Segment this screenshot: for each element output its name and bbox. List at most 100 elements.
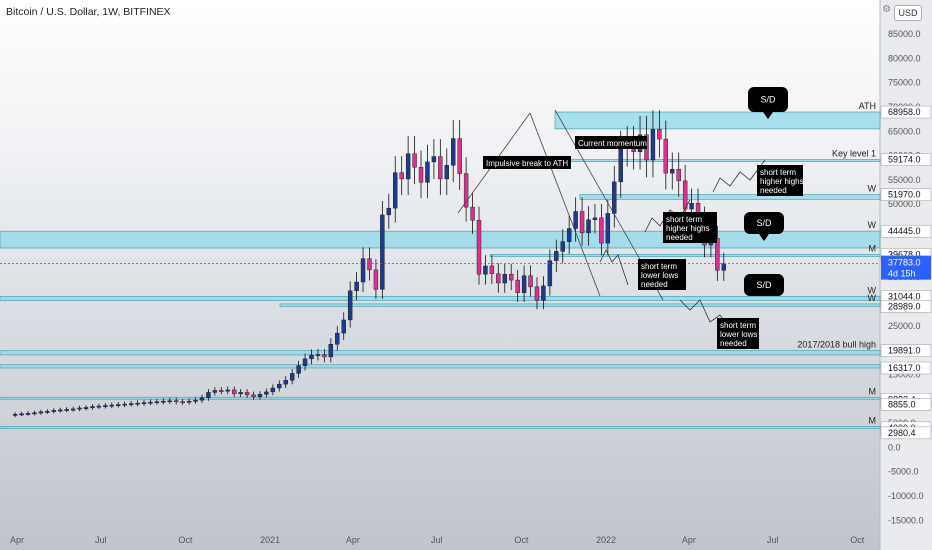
- y-tick-label: 80000.0: [888, 53, 921, 63]
- candle: [32, 412, 37, 415]
- candle: [676, 169, 681, 182]
- candle: [670, 169, 675, 174]
- price-label-bg: [880, 105, 932, 119]
- candle: [109, 404, 114, 407]
- hh-label-line: short term: [760, 168, 796, 177]
- candle: [566, 228, 572, 242]
- sd-callout: [748, 87, 788, 112]
- candle: [554, 251, 559, 261]
- candle: [689, 203, 694, 210]
- candle: [663, 138, 669, 174]
- y-tick-label: 50000.0: [888, 199, 921, 209]
- candle: [560, 241, 565, 252]
- candle: [257, 394, 263, 397]
- price-label: 16317.0: [888, 363, 921, 373]
- candle: [322, 354, 327, 358]
- candle: [296, 365, 301, 374]
- candle: [58, 409, 63, 412]
- ll-label-line: lower lows: [641, 271, 678, 280]
- candle: [161, 400, 166, 403]
- candle: [135, 402, 140, 405]
- candle: [541, 285, 546, 301]
- price-label: 59174.0: [888, 155, 921, 165]
- candle: [302, 358, 308, 366]
- candle: [451, 138, 456, 166]
- candle: [141, 402, 147, 405]
- chart-title: Bitcoin / U.S. Dollar, 1W, BITFINEX: [6, 6, 171, 18]
- price-label-bg: [880, 153, 932, 166]
- candle: [225, 389, 230, 392]
- candle: [547, 260, 553, 287]
- hh-label-line: needed: [760, 186, 787, 195]
- hh-label-line: needed: [666, 233, 693, 242]
- price-label-bg: [880, 361, 932, 375]
- y-tick-label: 55000.0: [888, 175, 921, 185]
- candle: [721, 263, 726, 271]
- projection-path: [712, 159, 766, 193]
- candle: [199, 397, 205, 401]
- candle: [103, 405, 108, 407]
- candle: [412, 153, 417, 168]
- x-tick-label: Apr: [10, 535, 24, 545]
- hh-label-line: higher highs: [666, 224, 710, 233]
- zone-label: W: [868, 220, 877, 230]
- candle: [360, 258, 366, 283]
- candle: [148, 401, 153, 404]
- candle: [509, 274, 514, 281]
- sd-callout-label: S/D: [756, 218, 772, 228]
- current-price-badge: [881, 255, 931, 280]
- x-tick-label: 2021: [260, 535, 280, 545]
- candle: [38, 411, 44, 414]
- sd-zone: [0, 396, 881, 400]
- price-label: 39678.0: [888, 249, 921, 259]
- ll-label-line: needed: [720, 339, 747, 348]
- candle: [96, 405, 102, 408]
- sd-zone: [0, 295, 881, 301]
- candle: [528, 275, 533, 288]
- zone-label: ATH: [859, 101, 876, 111]
- momentum-label-bg: [575, 136, 647, 149]
- candle: [77, 407, 82, 410]
- candle: [438, 156, 443, 180]
- x-tick-label: Apr: [346, 535, 360, 545]
- gear-icon[interactable]: ⚙: [882, 4, 891, 15]
- sd-zone: [0, 350, 881, 356]
- candle: [270, 387, 276, 393]
- candle: [277, 383, 282, 389]
- sd-zone: [0, 426, 881, 429]
- sd-callout-label: S/D: [760, 95, 776, 105]
- candle: [489, 265, 495, 274]
- candle: [347, 290, 353, 321]
- projection-path: [599, 249, 629, 286]
- y-tick-label: -15000.0: [888, 515, 924, 525]
- zone-label: W: [868, 293, 877, 303]
- candle: [618, 148, 623, 183]
- x-tick-label: Jul: [767, 535, 779, 545]
- candle: [12, 414, 18, 416]
- candle: [715, 238, 720, 271]
- currency-button[interactable]: USD: [894, 5, 922, 21]
- candle: [444, 165, 449, 180]
- y-tick-label: -5000.0: [888, 467, 919, 477]
- candle: [51, 410, 57, 412]
- hh-label-line: higher highs: [760, 177, 804, 186]
- candle: [650, 129, 656, 161]
- ll-label-bg: [717, 318, 759, 349]
- candle: [586, 219, 591, 234]
- impulsive-label-line: Impulsive break to ATH: [486, 159, 568, 168]
- candle: [483, 265, 488, 275]
- candle: [457, 138, 462, 174]
- ll-label-line: short term: [720, 321, 756, 330]
- candle: [599, 217, 604, 244]
- price-label-bg: [880, 224, 932, 238]
- candle: [682, 180, 688, 210]
- sd-callout: [744, 212, 784, 234]
- zone-label: M: [869, 415, 877, 425]
- candle: [238, 392, 243, 395]
- impulsive-label-bg: [483, 156, 571, 169]
- candle: [212, 390, 218, 393]
- x-tick-label: Jul: [95, 535, 107, 545]
- candle: [309, 354, 314, 360]
